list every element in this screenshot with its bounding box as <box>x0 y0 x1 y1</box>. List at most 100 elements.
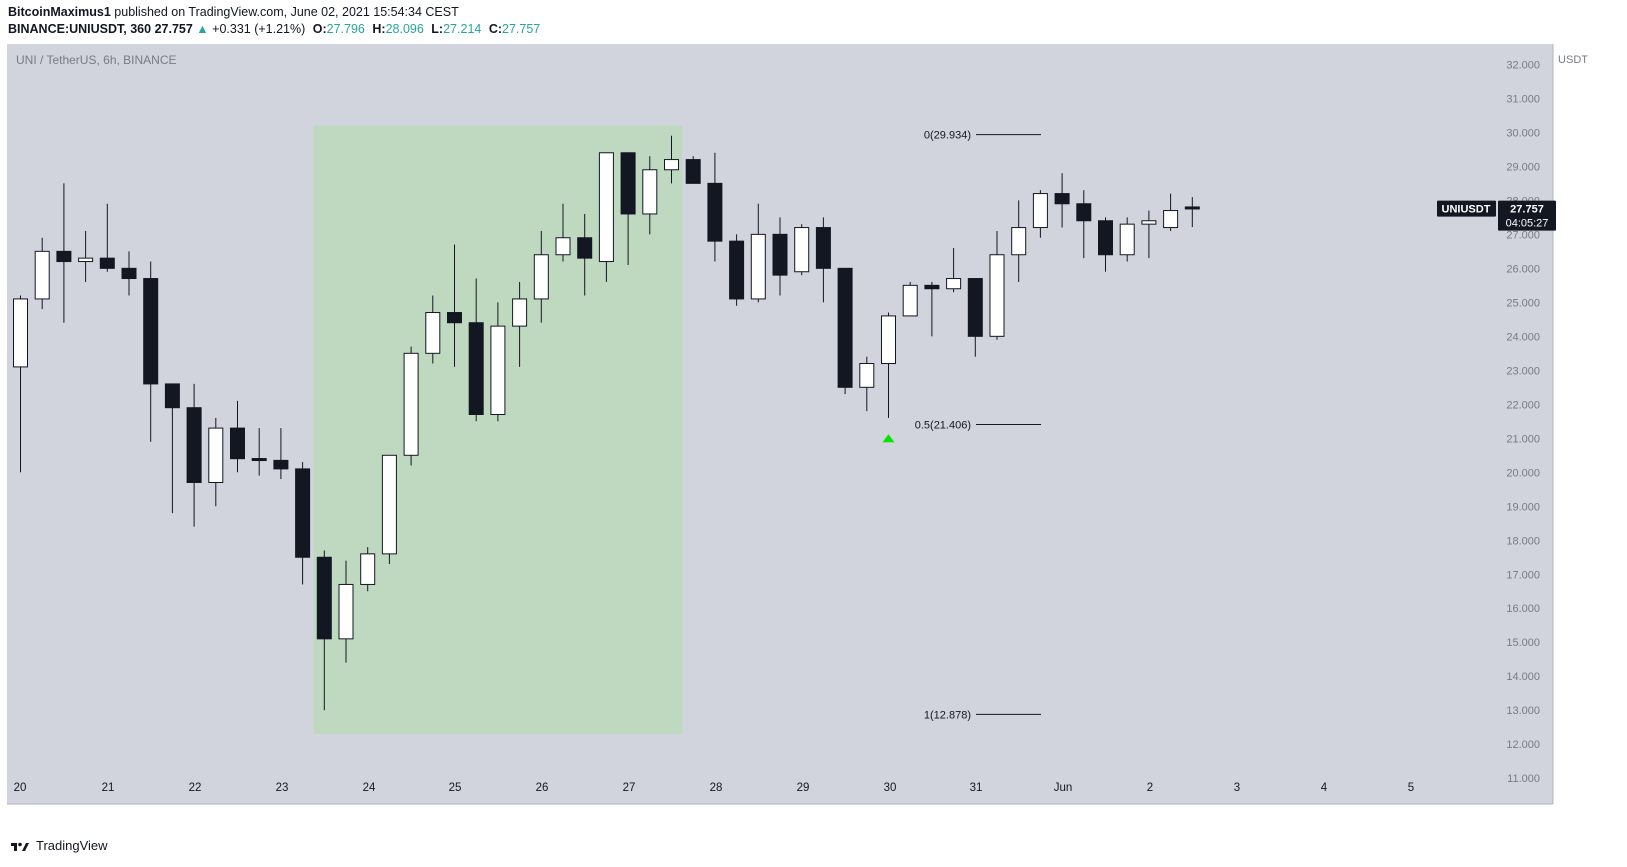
publisher-name[interactable]: BitcoinMaximus1 <box>8 5 111 19</box>
candle-up <box>512 298 528 327</box>
candle-down <box>729 240 745 300</box>
candle-up <box>555 237 571 256</box>
change-arrow-icon: ▲ <box>196 22 209 36</box>
open-label: O: <box>312 22 327 36</box>
candle-down <box>967 278 983 337</box>
time-tick-label: 27 <box>623 782 636 794</box>
last-price-header: 27.757 <box>154 22 193 36</box>
candle-down <box>707 182 723 242</box>
candle-up <box>881 315 896 365</box>
chart-header: BitcoinMaximus1 published on TradingView… <box>8 4 540 38</box>
candle-down <box>230 427 245 460</box>
candle-up <box>1119 223 1135 256</box>
candle-down <box>1054 193 1070 205</box>
price-tick-label: 19.000 <box>1506 501 1540 513</box>
candle-down <box>186 407 202 483</box>
price-tick-label: 16.000 <box>1506 603 1540 615</box>
chart-title: UNI / TetherUS, 6h, BINANCE <box>16 53 177 67</box>
price-tick-label: 29.000 <box>1506 161 1540 173</box>
candle-up <box>1011 227 1027 256</box>
last-price-tag: UNIUSDT 27.757 04:05:27 <box>1437 200 1556 231</box>
price-tag-bg <box>1498 200 1556 231</box>
time-tick-label: 20 <box>14 782 27 794</box>
candle-up <box>989 254 1005 337</box>
time-tick-label: 26 <box>536 782 549 794</box>
candle-up <box>360 553 376 585</box>
published-text: published on TradingView.com, June 02, 2… <box>114 5 459 19</box>
candle-up <box>533 254 549 300</box>
time-tick-label: 2 <box>1147 782 1153 794</box>
candle-down <box>772 233 788 276</box>
candle-up <box>425 312 441 354</box>
price-tick-label: 21.000 <box>1506 433 1540 445</box>
candle-up <box>1032 193 1048 229</box>
candle-down <box>273 459 289 470</box>
price-tick-label: 32.000 <box>1506 59 1540 71</box>
candle-down <box>1076 203 1092 222</box>
price-tick-label: 27.000 <box>1506 229 1540 241</box>
price-axis[interactable]: 32.00031.00030.00029.00028.00027.00026.0… <box>1506 59 1540 785</box>
candle-down <box>121 267 137 280</box>
price-tick-label: 18.000 <box>1506 535 1540 547</box>
time-tick-label: 29 <box>797 782 810 794</box>
price-tick-label: 15.000 <box>1506 637 1540 649</box>
price-tick-label: 12.000 <box>1506 739 1540 751</box>
candle-up <box>642 169 658 215</box>
candle-up <box>946 278 962 290</box>
time-tick-label: Jun <box>1054 782 1073 794</box>
price-tick-label: 25.000 <box>1506 297 1540 309</box>
time-tick-label: 22 <box>189 782 202 794</box>
fib-levels-layer: 0(29.934) 0.5(21.406) 1(12.878) <box>915 130 1041 721</box>
footer-brand[interactable]: TradingView <box>36 838 108 853</box>
plot-background <box>7 44 1553 804</box>
footer: TradingView <box>10 838 108 853</box>
candle-up <box>381 454 397 555</box>
price-tag-countdown: 04:05:27 <box>1506 218 1549 230</box>
symbol-tag-text: UNIUSDT <box>1442 204 1491 216</box>
candle-down <box>1184 206 1200 210</box>
price-tick-label: 24.000 <box>1506 331 1540 343</box>
time-tick-label: 25 <box>449 782 462 794</box>
time-tick-label: 30 <box>884 782 897 794</box>
time-tick-label: 24 <box>363 782 376 794</box>
fib-level-label: 0(29.934) <box>924 130 971 142</box>
candle-down <box>577 237 593 259</box>
candle-down <box>56 250 72 263</box>
time-tick-label: 23 <box>276 782 289 794</box>
tradingview-logo-icon <box>11 842 29 851</box>
price-tick-label: 30.000 <box>1506 127 1540 139</box>
candle-down <box>924 284 940 290</box>
highlight-region <box>313 125 683 735</box>
candle-down <box>143 278 159 385</box>
candle-up <box>78 257 94 263</box>
candle-down <box>815 227 831 269</box>
time-axis[interactable]: 20 21 22 23 24 25 26 27 28 29 30 31 Jun 2 3 4 5 <box>14 782 1415 794</box>
candle-up <box>1163 210 1179 229</box>
price-tick-label: 23.000 <box>1506 365 1540 377</box>
currency-label: USDT <box>1558 54 1588 66</box>
candle-down <box>316 556 332 640</box>
price-tick-label: 13.000 <box>1506 705 1540 717</box>
candle-down <box>468 322 484 415</box>
symbol-tag-bg <box>1437 200 1496 217</box>
candle-down <box>164 383 180 409</box>
low-value: 27.214 <box>443 22 482 36</box>
buy-signal-marker <box>882 434 895 443</box>
high-label: H: <box>372 22 386 36</box>
price-tick-label: 22.000 <box>1506 399 1540 411</box>
candle-up <box>794 227 810 273</box>
candle-up <box>490 325 506 415</box>
candle-up <box>1141 220 1157 225</box>
candle-down <box>251 458 267 462</box>
candle-up <box>664 159 679 171</box>
candle-down <box>685 159 701 184</box>
price-tick-label: 26.000 <box>1506 263 1540 275</box>
candle-down <box>1098 220 1113 256</box>
candle-down <box>620 152 636 215</box>
candle-up <box>13 298 28 368</box>
time-tick-label: 31 <box>970 782 983 794</box>
fib-level-label: 0.5(21.406) <box>915 419 971 431</box>
candle-up <box>208 427 224 483</box>
candle-up <box>403 352 419 456</box>
